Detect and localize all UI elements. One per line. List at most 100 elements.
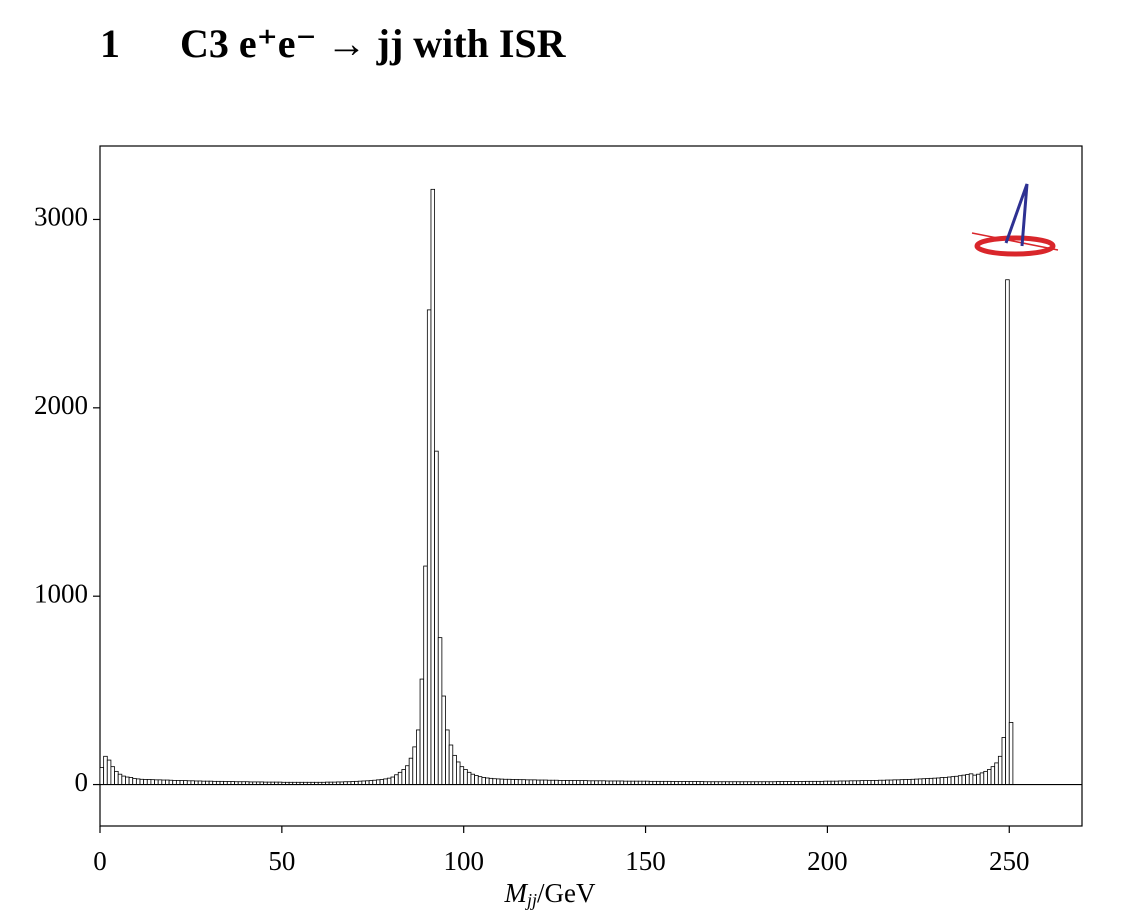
x-label-symbol: M bbox=[504, 878, 529, 908]
bar bbox=[117, 773, 123, 785]
logo-sail bbox=[1004, 183, 1029, 247]
bar bbox=[401, 769, 406, 785]
bar bbox=[921, 778, 927, 785]
bar bbox=[477, 776, 483, 785]
bar bbox=[481, 777, 486, 785]
bar bbox=[561, 780, 566, 785]
bar bbox=[968, 773, 974, 785]
bar bbox=[168, 779, 174, 785]
bar bbox=[456, 761, 461, 785]
bar bbox=[99, 767, 105, 785]
x-tick-label: 100 bbox=[443, 846, 484, 876]
bar bbox=[961, 774, 967, 785]
bar bbox=[426, 309, 432, 785]
bar bbox=[903, 779, 908, 785]
bar bbox=[877, 779, 883, 785]
bar bbox=[419, 678, 425, 785]
bar bbox=[907, 779, 912, 785]
bar bbox=[146, 779, 152, 785]
bar bbox=[412, 746, 417, 785]
bar bbox=[568, 780, 574, 785]
bar bbox=[888, 779, 894, 785]
y-tick-label: 1000 bbox=[34, 578, 88, 608]
x-tick-label: 150 bbox=[625, 846, 666, 876]
bar bbox=[994, 762, 999, 785]
bar bbox=[543, 779, 548, 785]
bar bbox=[928, 777, 934, 785]
bar bbox=[132, 778, 137, 785]
bar bbox=[896, 779, 901, 785]
x-label-subscript: jj bbox=[525, 890, 537, 910]
bar bbox=[503, 778, 508, 785]
bar bbox=[441, 695, 446, 785]
bar bbox=[521, 779, 526, 785]
bar bbox=[972, 774, 977, 785]
bar bbox=[983, 770, 988, 785]
bar bbox=[423, 565, 428, 785]
bar bbox=[932, 777, 937, 785]
bar bbox=[976, 773, 981, 785]
bar bbox=[372, 779, 377, 785]
bar bbox=[532, 779, 537, 785]
bar bbox=[172, 780, 177, 785]
bar bbox=[135, 778, 141, 785]
bar bbox=[899, 779, 905, 785]
bar bbox=[492, 778, 497, 785]
bar bbox=[997, 755, 1003, 785]
bar bbox=[390, 776, 395, 785]
bar bbox=[517, 779, 523, 785]
x-tick-label: 200 bbox=[807, 846, 848, 876]
bar bbox=[950, 776, 956, 785]
x-tick-label: 250 bbox=[989, 846, 1030, 876]
bar bbox=[125, 776, 130, 785]
bar bbox=[554, 779, 559, 785]
bar bbox=[514, 779, 519, 785]
logo bbox=[971, 183, 1059, 257]
x-axis-label: Mjj/GeV bbox=[504, 878, 596, 910]
bar bbox=[565, 780, 570, 785]
bar bbox=[485, 777, 490, 785]
bar bbox=[394, 774, 399, 785]
bar bbox=[910, 778, 916, 785]
bar bbox=[954, 775, 959, 785]
bar bbox=[463, 769, 468, 785]
bar bbox=[892, 779, 897, 785]
bar bbox=[881, 779, 886, 785]
bar bbox=[1008, 721, 1014, 785]
bar bbox=[128, 777, 134, 785]
bar bbox=[114, 770, 119, 785]
bar bbox=[488, 777, 494, 785]
plot-frame bbox=[99, 145, 1083, 827]
bar bbox=[154, 779, 159, 785]
bar bbox=[161, 779, 166, 785]
bar bbox=[987, 769, 992, 785]
bar bbox=[397, 771, 403, 785]
bar bbox=[990, 766, 996, 785]
y-tick-label: 3000 bbox=[34, 202, 88, 232]
bar bbox=[1005, 279, 1010, 785]
bar bbox=[557, 780, 563, 785]
bar bbox=[103, 755, 108, 785]
bar bbox=[499, 778, 505, 785]
x-tick-label: 0 bbox=[93, 846, 107, 876]
bar bbox=[870, 780, 876, 785]
bar bbox=[470, 773, 476, 785]
chart-title: C3 e⁺e⁻ → jj with ISR bbox=[180, 21, 567, 66]
bar bbox=[550, 779, 556, 785]
bar bbox=[452, 754, 457, 785]
bar bbox=[139, 778, 145, 785]
bar bbox=[445, 729, 450, 785]
bar bbox=[434, 450, 439, 785]
bar bbox=[528, 779, 534, 785]
bar bbox=[925, 778, 930, 785]
bar bbox=[150, 779, 155, 785]
bar bbox=[914, 778, 919, 785]
bar bbox=[917, 778, 923, 785]
bar bbox=[386, 777, 392, 785]
bar bbox=[965, 774, 970, 785]
bar bbox=[466, 771, 472, 785]
bar bbox=[121, 775, 126, 785]
bar bbox=[546, 779, 552, 785]
x-label-unit: /GeV bbox=[537, 878, 596, 908]
